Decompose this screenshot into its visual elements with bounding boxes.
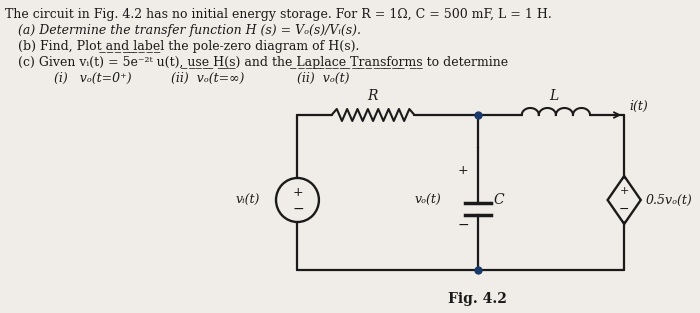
Text: i(t): i(t) (629, 100, 648, 113)
Text: R: R (368, 89, 378, 103)
Text: (a) Determine the transfer function H (s) = Vₒ(s)/Vᵢ(s).: (a) Determine the transfer function H (s… (18, 24, 360, 37)
Text: L: L (550, 89, 559, 103)
Text: Fig. 4.2: Fig. 4.2 (449, 292, 507, 306)
Text: The circuit in Fig. 4.2 has no initial energy storage. For R = 1Ω, C = 500 mF, L: The circuit in Fig. 4.2 has no initial e… (5, 8, 552, 21)
Text: +: + (458, 163, 468, 177)
Text: −: − (293, 202, 304, 216)
Text: vᵢ(t): vᵢ(t) (236, 193, 260, 207)
Text: (i)   vₒ(t=0⁺): (i) vₒ(t=0⁺) (54, 72, 132, 85)
Text: +: + (293, 186, 304, 198)
Text: (ii)  vₒ(t): (ii) vₒ(t) (298, 72, 350, 85)
Text: (ii)  vₒ(t=∞): (ii) vₒ(t=∞) (171, 72, 244, 85)
Text: −: − (619, 203, 629, 215)
Text: (b) Find, Plot ̲a̲n̲d̲ ̲l̲a̲b̲e̲l the pole-zero diagram of H(s).: (b) Find, Plot ̲a̲n̲d̲ ̲l̲a̲b̲e̲l the po… (18, 40, 359, 53)
Text: +: + (620, 186, 629, 196)
Text: −: − (457, 218, 469, 232)
Text: C: C (494, 193, 504, 207)
Text: (c) Given vᵢ(t) = 5e⁻²ᵗ u(t), ̲u̲s̲e̲ ̲H̲(̲s̲) and the ̲L̲a̲p̲l̲a̲c̲e̲ ̲T̲r̲a̲n̲: (c) Given vᵢ(t) = 5e⁻²ᵗ u(t), ̲u̲s̲e̲ ̲H… (18, 56, 507, 69)
Text: vₒ(t): vₒ(t) (414, 193, 441, 207)
Text: 0.5vₒ(t): 0.5vₒ(t) (645, 193, 692, 207)
